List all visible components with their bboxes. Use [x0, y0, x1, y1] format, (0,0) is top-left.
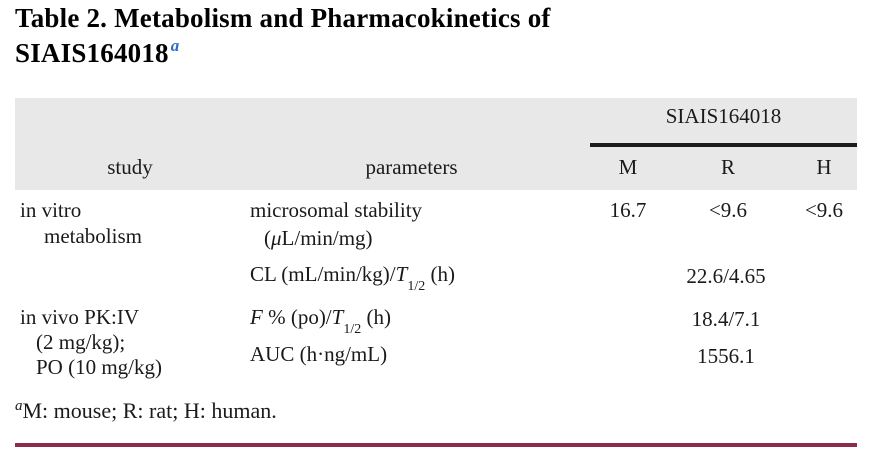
value-microsomal-human: <9.6: [804, 198, 844, 222]
param-microsomal-stability: microsomal stability: [250, 198, 423, 222]
study-invivo-line1: in vivo PK:IV: [20, 305, 140, 329]
table-title-line2: SIAIS164018 a: [15, 36, 551, 74]
f-symbol: F: [250, 305, 263, 329]
study-invivo-line3: PO (10 mg/kg): [36, 355, 162, 379]
column-header-rat: R: [720, 155, 735, 179]
value-cl-halflife: 22.6/4.65: [686, 264, 766, 288]
table-footnote: aM: mouse; R: rat; H: human.: [15, 398, 277, 424]
units-mu-symbol: μ: [271, 226, 282, 250]
column-header-parameters: parameters: [365, 155, 458, 179]
value-f-halflife: 18.4/7.1: [691, 307, 761, 331]
footnote-marker: a: [15, 398, 23, 414]
column-header-human: H: [816, 155, 832, 179]
f-suffix: (h): [361, 305, 391, 329]
table-title-compound: SIAIS164018: [15, 38, 169, 68]
table-title-line1: Table 2. Metabolism and Pharmacokinetics…: [15, 3, 551, 33]
units-open-paren: (: [264, 226, 271, 250]
f-mid: % (po)/: [262, 305, 332, 329]
bottom-divider-rule: [15, 443, 857, 447]
param-microsomal-units: (μL/min/mg): [264, 226, 373, 250]
cl-t-symbol: T: [395, 262, 408, 286]
study-invivo-line2: (2 mg/kg);: [36, 330, 126, 354]
cl-prefix: CL (mL/min/kg)/: [250, 262, 396, 286]
footnote-text: M: mouse; R: rat; H: human.: [22, 398, 277, 423]
group-header-compound: SIAIS164018: [665, 104, 782, 128]
table-title: Table 2. Metabolism and Pharmacokinetics…: [15, 1, 551, 74]
param-auc: AUC (h·ng/mL): [250, 342, 388, 366]
study-invitro-line2: metabolism: [44, 224, 142, 248]
param-cl-halflife: CL (mL/min/kg)/T1/2 (h): [250, 262, 455, 294]
column-header-study: study: [107, 155, 153, 179]
units-rest: L/min/mg): [281, 226, 373, 250]
cl-t-subscript: 1/2: [407, 279, 426, 295]
study-invitro-line1: in vitro: [20, 198, 82, 222]
f-t-symbol: T: [331, 305, 344, 329]
value-microsomal-mouse: 16.7: [609, 198, 647, 222]
cl-suffix: (h): [425, 262, 455, 286]
title-footnote-marker: a: [170, 36, 180, 55]
group-header-rule: [590, 143, 857, 147]
value-microsomal-rat: <9.6: [708, 198, 748, 222]
param-f-halflife: F % (po)/T1/2 (h): [250, 305, 391, 337]
f-t-subscript: 1/2: [343, 322, 362, 338]
value-auc: 1556.1: [697, 344, 755, 368]
column-header-mouse: M: [618, 155, 638, 179]
